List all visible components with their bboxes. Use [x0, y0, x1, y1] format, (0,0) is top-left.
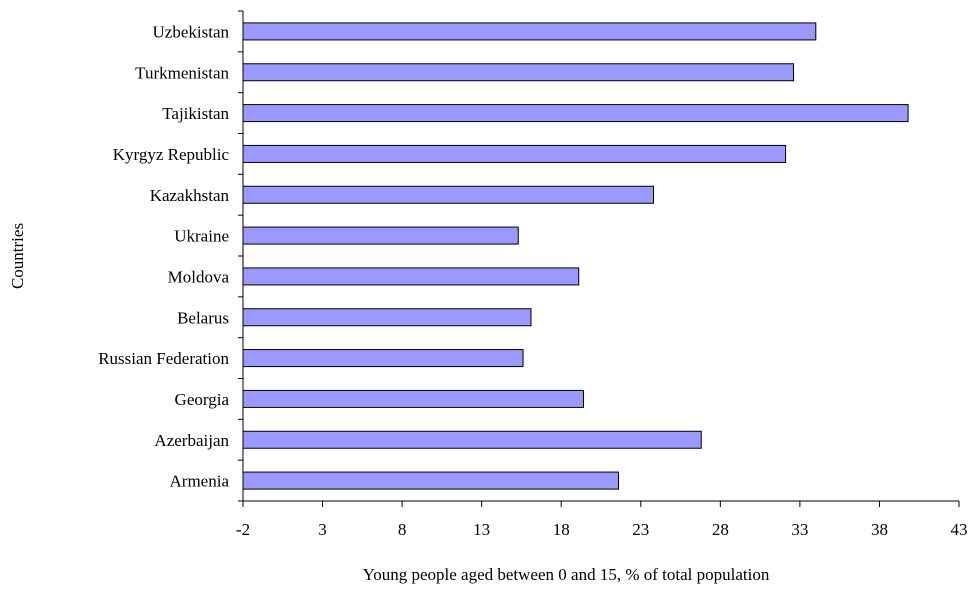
category-label: Armenia: [170, 472, 230, 491]
x-ticks-group: -2 3 8 13 18 23 28 33 38 43: [236, 501, 968, 539]
x-tick-label: 18: [553, 520, 570, 539]
bar: [242, 185, 655, 204]
x-tick-label: 23: [632, 520, 649, 539]
bar: [242, 308, 532, 327]
category-label: Russian Federation: [98, 349, 229, 368]
category-label: Kazakhstan: [150, 186, 230, 205]
x-axis-title: Young people aged between 0 and 15, % of…: [363, 565, 770, 584]
bar: [242, 144, 787, 163]
y-axis-title: Countries: [8, 223, 27, 289]
category-label: Tajikistan: [162, 104, 229, 123]
category-label: Azerbaijan: [154, 431, 229, 450]
bar: [242, 63, 795, 82]
category-label: Uzbekistan: [153, 22, 230, 41]
category-label: Georgia: [175, 390, 230, 409]
category-label: Kyrgyz Republic: [113, 145, 230, 164]
x-tick-label: 38: [871, 520, 888, 539]
bar: [242, 226, 519, 245]
x-tick-label: 3: [318, 520, 327, 539]
bar: [242, 267, 580, 286]
bar: [242, 349, 524, 368]
x-tick-label: 33: [791, 520, 808, 539]
bar: [242, 471, 620, 490]
bar: [242, 22, 817, 41]
x-tick-label: 13: [473, 520, 490, 539]
x-tick-label: 43: [951, 520, 968, 539]
category-label: Moldova: [168, 267, 230, 286]
category-labels-group: Uzbekistan Turkmenistan Tajikistan Kyrgyz R…: [98, 10, 243, 502]
category-label: Turkmenistan: [135, 63, 229, 82]
bar: [242, 389, 584, 408]
x-tick-label: 8: [398, 520, 407, 539]
x-tick-label: 28: [712, 520, 729, 539]
category-label: Belarus: [177, 308, 229, 327]
bar: [242, 104, 909, 123]
x-tick-label: -2: [236, 520, 250, 539]
bars-group: [242, 22, 909, 490]
category-label: Ukraine: [174, 227, 229, 246]
bar: [242, 430, 702, 449]
